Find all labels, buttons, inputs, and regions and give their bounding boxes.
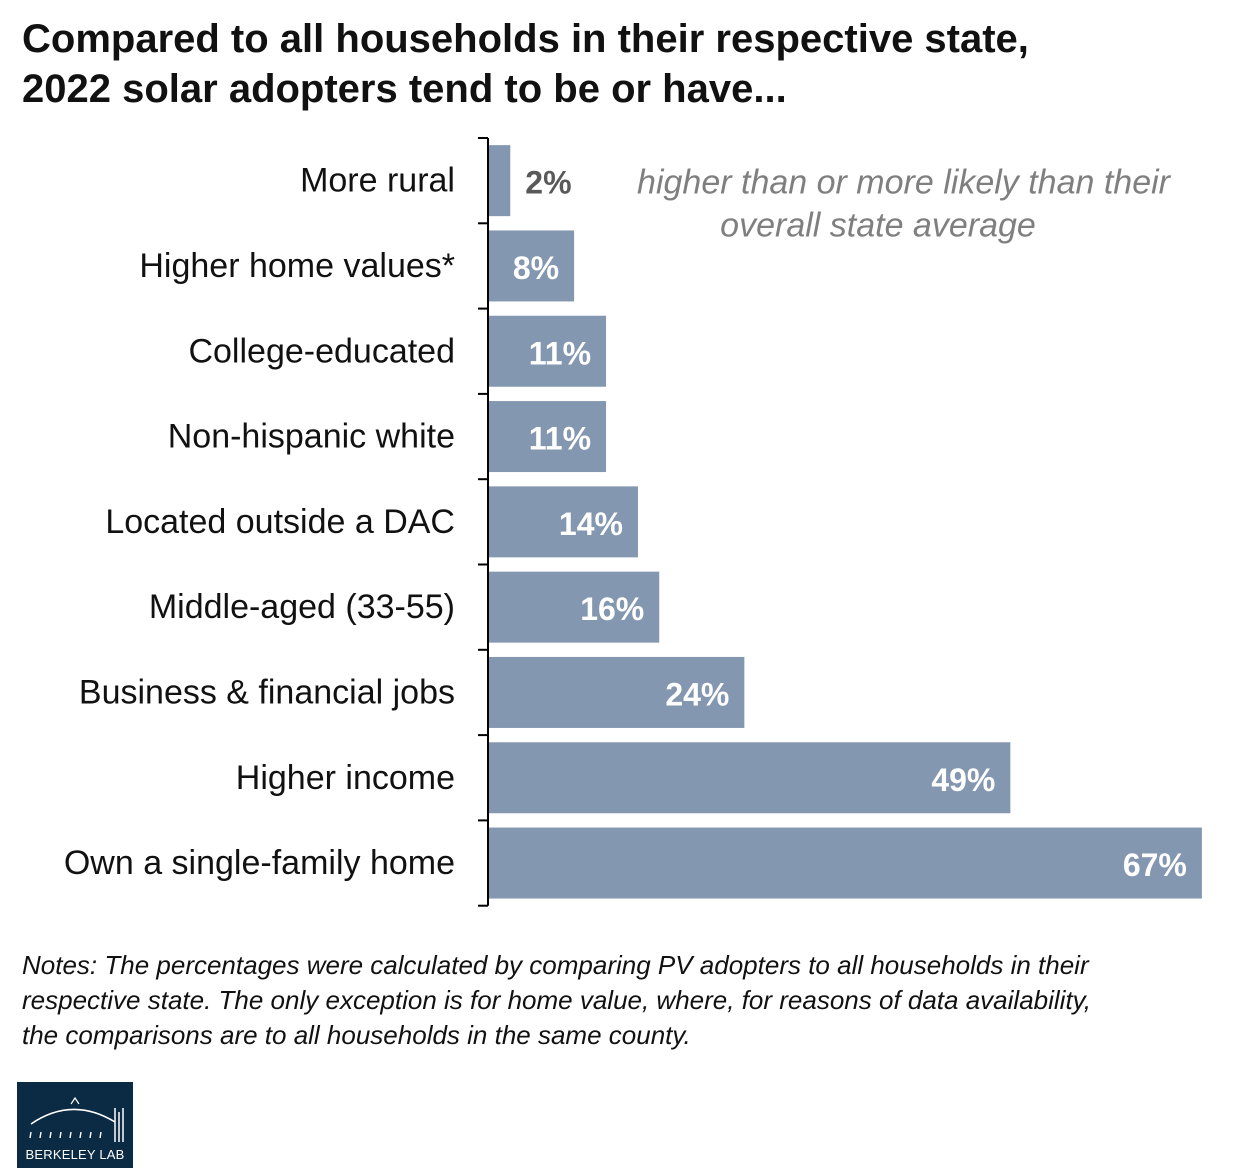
bar (489, 486, 638, 558)
bar-chart: More rural 2% higher than or more likely t… (64, 137, 1202, 907)
data-label: 16% (580, 591, 644, 627)
bar (489, 230, 575, 302)
category-label: College-educated (188, 332, 455, 370)
notes-line-1: Notes: The percentages were calculated b… (22, 950, 1089, 980)
berkeley-lab-logo: BERKELEY LAB (17, 1082, 133, 1168)
bar (489, 656, 745, 728)
category-label: Higher home values* (139, 247, 455, 285)
annotation-line-2: overall state average (720, 207, 1036, 245)
bar (489, 315, 607, 387)
annotation-line-1: higher than or more likely than their (637, 164, 1172, 202)
chart-title-line-1: Compared to all households in their resp… (22, 17, 1029, 61)
chart-title: Compared to all households in their resp… (22, 14, 1222, 114)
chart-title-line-2: 2022 solar adopters tend to be or have..… (22, 67, 787, 111)
data-label: 8% (513, 250, 559, 286)
notes-line-2: respective state. The only exception is … (22, 985, 1091, 1015)
bar (489, 742, 1011, 814)
chart-notes: Notes: The percentages were calculated b… (22, 948, 1237, 1053)
data-label: 24% (665, 676, 729, 712)
category-label: Middle-aged (33-55) (149, 588, 455, 626)
data-label: 11% (529, 421, 591, 457)
category-label: Business & financial jobs (79, 673, 455, 711)
category-label: More rural (300, 162, 455, 200)
data-label: 2% (525, 165, 571, 201)
category-label: Non-hispanic white (168, 418, 455, 456)
data-label: 67% (1123, 847, 1187, 883)
logo-text: BERKELEY LAB (25, 1147, 125, 1162)
berkeley-lab-logo-icon (29, 1096, 124, 1142)
category-label: Higher income (236, 759, 455, 797)
data-label: 49% (931, 762, 995, 798)
data-label: 11% (529, 335, 591, 371)
bar (489, 571, 660, 643)
bar (489, 827, 1202, 899)
category-label: Own a single-family home (64, 844, 455, 882)
notes-line-3: the comparisons are to all households in… (22, 1020, 691, 1050)
category-label: Located outside a DAC (105, 503, 455, 541)
data-label: 14% (559, 506, 623, 542)
bar (489, 145, 511, 217)
bar (489, 401, 607, 473)
